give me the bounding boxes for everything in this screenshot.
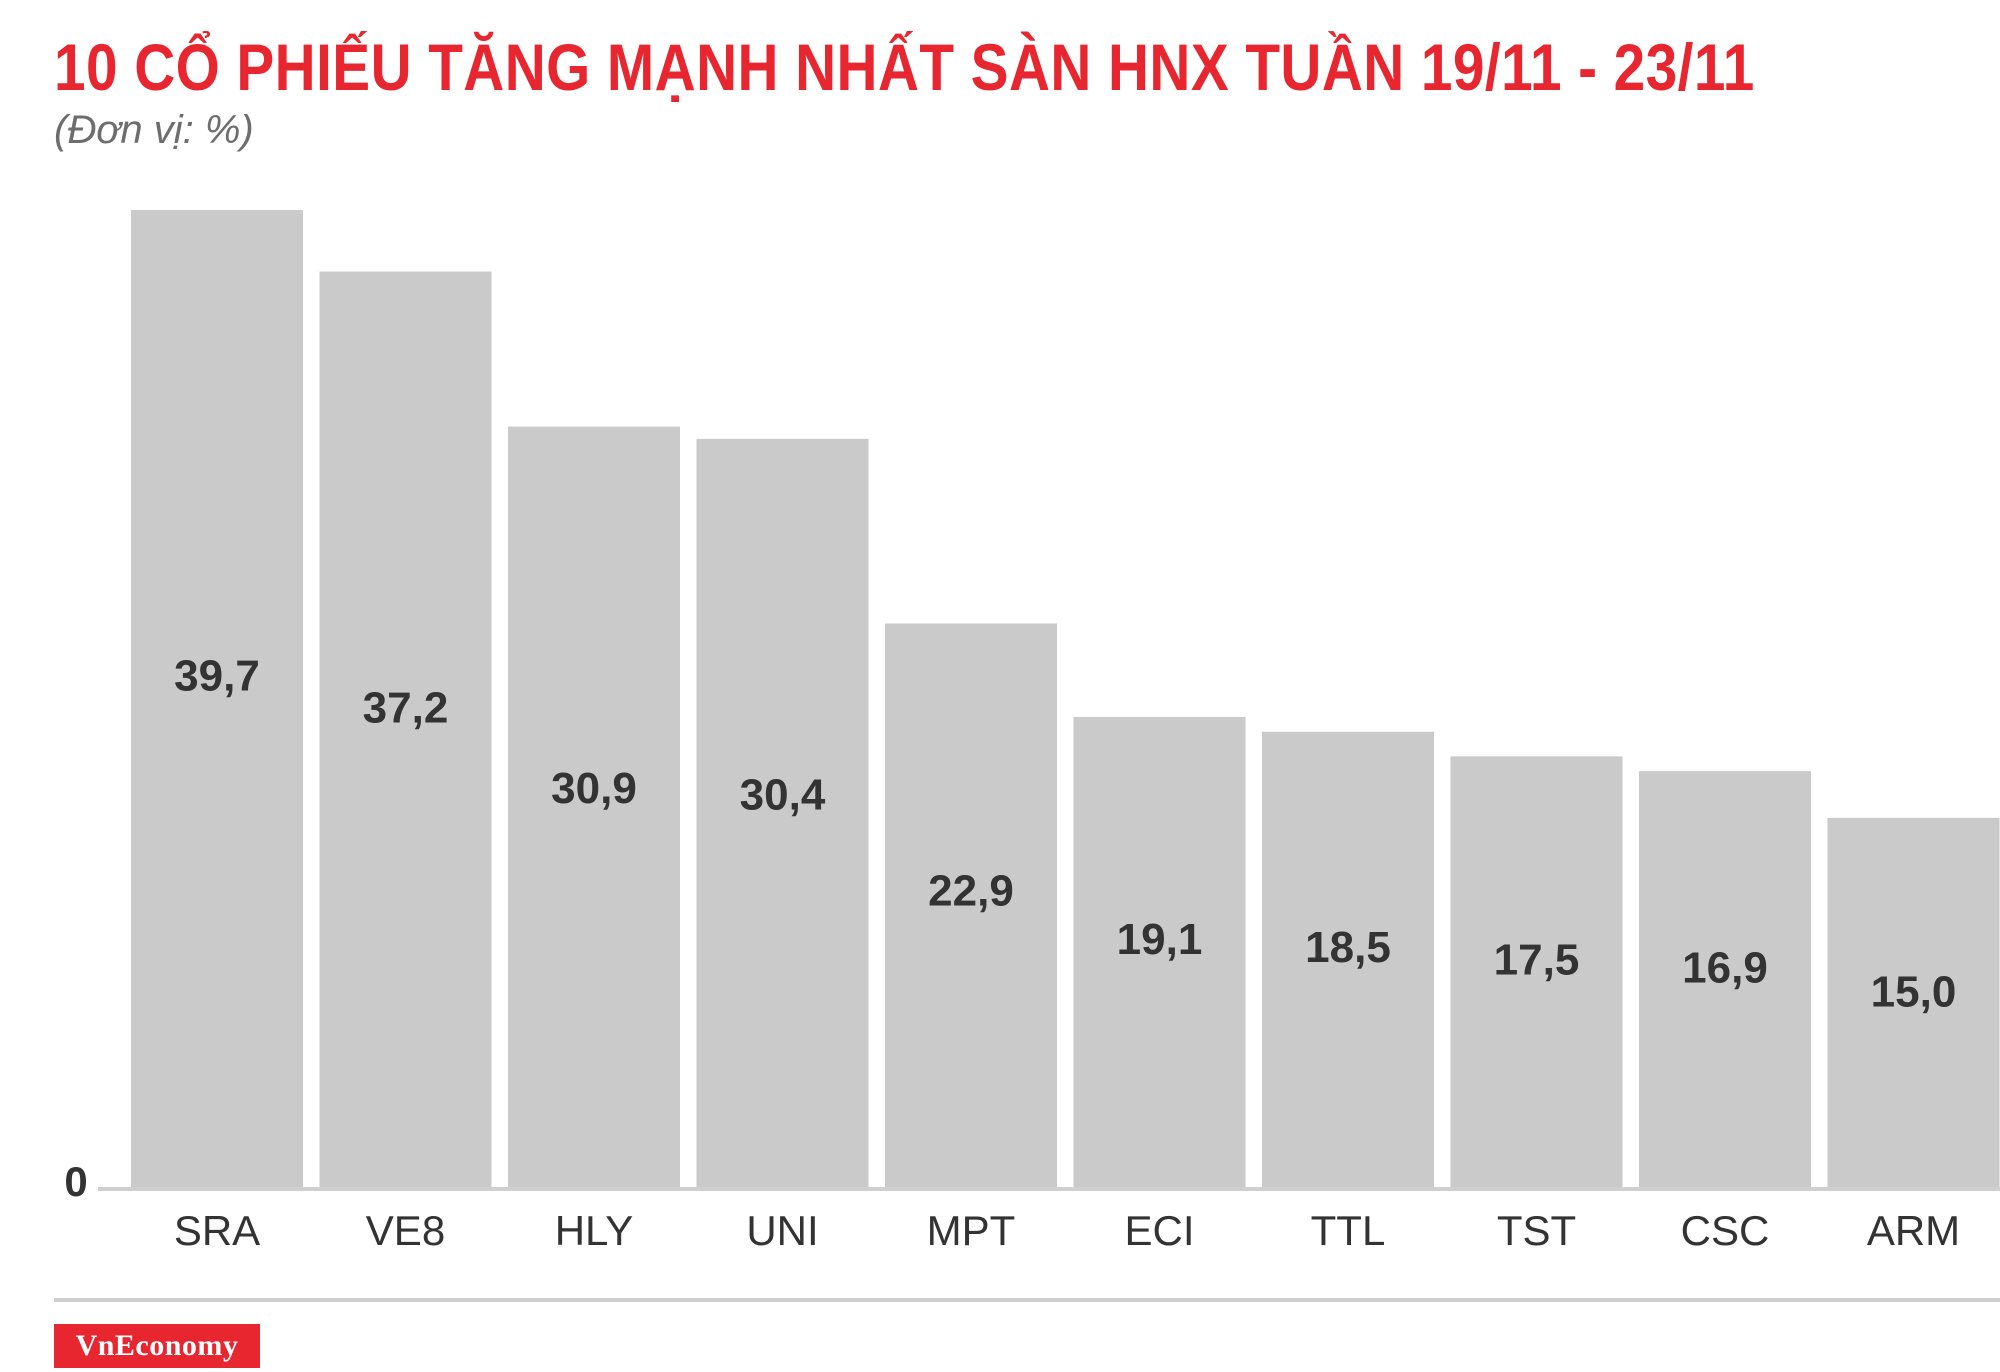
bar-ve8 — [319, 271, 492, 1187]
y-tick-label-0: 0 — [64, 1158, 87, 1205]
value-label-hly: 30,9 — [551, 764, 637, 813]
value-label-ve8: 37,2 — [363, 684, 449, 733]
x-tick-label-eci: ECI — [1124, 1207, 1194, 1254]
bar-ttl — [1262, 731, 1434, 1187]
bar-hly — [508, 426, 680, 1188]
bar-arm — [1827, 817, 2000, 1187]
bar-tst — [1450, 756, 1623, 1187]
value-label-mpt: 22,9 — [928, 867, 1014, 916]
x-tick-label-tst: TST — [1497, 1207, 1576, 1254]
vneconomy-logo: VnEconomy — [54, 1324, 260, 1368]
x-tick-label-sra: SRA — [174, 1207, 260, 1254]
x-tick-label-uni: UNI — [746, 1207, 818, 1254]
x-tick-label-ve8: VE8 — [366, 1207, 445, 1254]
bar-uni — [696, 438, 869, 1187]
x-tick-label-hly: HLY — [555, 1207, 634, 1254]
bar-mpt — [885, 623, 1057, 1187]
value-label-uni: 30,4 — [740, 771, 826, 820]
value-label-sra: 39,7 — [174, 652, 260, 701]
bar-csc — [1639, 771, 1811, 1187]
bar-chart: 39,7 SRA 37,2 VE8 30,9 HLY 30,4 UNI 22,9 MPT 19,1 E… — [64, 210, 2000, 1254]
value-label-csc: 16,9 — [1682, 943, 1768, 992]
chart-title: 10 CỔ PHIẾU TĂNG MẠNH NHẤT SÀN HNX TUẦN … — [54, 30, 1755, 104]
value-label-arm: 15,0 — [1871, 968, 1957, 1017]
x-tick-label-arm: ARM — [1867, 1207, 1960, 1254]
x-tick-label-mpt: MPT — [927, 1207, 1016, 1254]
bar-sra — [131, 210, 303, 1187]
value-label-tst: 17,5 — [1494, 936, 1580, 985]
bar-eci — [1073, 716, 1246, 1187]
x-tick-label-ttl: TTL — [1311, 1207, 1386, 1254]
value-label-ttl: 18,5 — [1305, 923, 1391, 972]
unit-subtitle: (Đơn vị: %) — [54, 108, 254, 152]
value-label-eci: 19,1 — [1117, 915, 1203, 964]
footer-divider — [54, 1298, 2000, 1302]
x-tick-label-csc: CSC — [1681, 1207, 1770, 1254]
